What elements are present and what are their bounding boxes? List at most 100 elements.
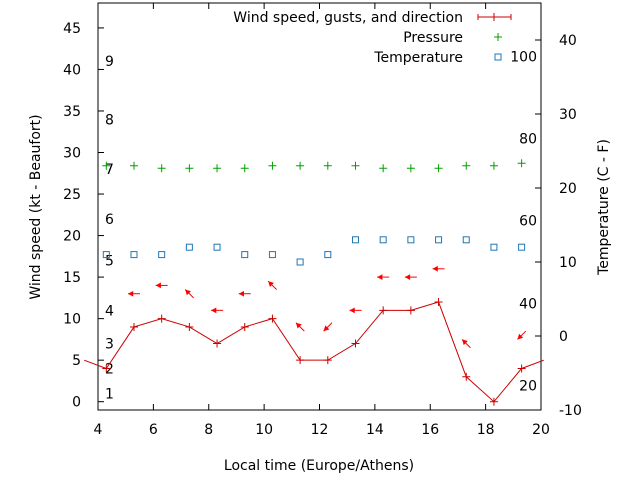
y-left-tick-label: 35 — [63, 104, 81, 120]
pressure-point — [517, 159, 526, 168]
y-left-tick-label: 30 — [63, 146, 81, 162]
temperature-point — [102, 251, 110, 259]
fahrenheit-tick-label: 60 — [519, 214, 537, 230]
beaufort-tick-label: 1 — [105, 386, 114, 402]
beaufort-tick-label: 3 — [105, 337, 114, 353]
wind-direction-arrow-head — [377, 274, 383, 280]
x-tick-label: 8 — [204, 422, 213, 438]
fahrenheit-tick-label: 40 — [519, 296, 537, 312]
wind-direction-arrow-head — [295, 322, 302, 329]
temperature-point — [213, 243, 221, 251]
temperature-point — [518, 243, 526, 251]
pressure-point — [240, 164, 249, 173]
y-right-tick-label: 10 — [559, 255, 577, 271]
series-layer — [83, 159, 544, 406]
wind-speed-point — [489, 397, 498, 406]
temperature-point — [351, 236, 359, 244]
x-tick-label: 6 — [149, 422, 158, 438]
x-tick-label: 16 — [421, 422, 439, 438]
beaufort-tick-label: 8 — [105, 112, 114, 128]
wind-direction-arrow-head — [517, 333, 524, 340]
wind-speed-point — [102, 364, 111, 373]
wind-direction-arrow-head — [404, 274, 411, 280]
fahrenheit-tick-label: 20 — [519, 379, 537, 395]
legend-marker — [494, 53, 502, 61]
axes-ticks: 4 6 8 10 12 14 16 18 20051015202530354045-100102… — [63, 3, 582, 438]
wind-speed-point — [406, 306, 415, 315]
x-tick-label: 20 — [532, 422, 550, 438]
beaufort-tick-label: 2 — [105, 361, 114, 377]
beaufort-tick-label: 9 — [105, 54, 114, 70]
temperature-point — [268, 251, 276, 259]
wind-direction-arrow-head — [462, 339, 468, 346]
pressure-point — [213, 164, 222, 173]
legend-label: Wind speed, gusts, and direction — [233, 10, 463, 26]
legend-marker — [477, 13, 512, 21]
wind-direction-arrow-head — [127, 290, 134, 297]
temperature-point — [296, 258, 304, 266]
pressure-point — [462, 161, 471, 170]
y-axis-label-left: Wind speed (kt - Beaufort) — [28, 114, 44, 299]
pressure-point — [102, 161, 111, 170]
wind-speed-point — [462, 372, 471, 381]
wind-direction-arrow-head — [432, 265, 438, 272]
wind-direction-arrow-head — [268, 281, 274, 287]
y-left-tick-label: 15 — [63, 270, 81, 286]
pressure-point — [434, 164, 443, 173]
x-tick-label: 12 — [311, 422, 329, 438]
temperature-point — [324, 251, 332, 259]
legend-label: Temperature — [373, 50, 463, 66]
pressure-point — [129, 161, 138, 170]
fahrenheit-tick-label: 100 — [510, 49, 537, 65]
x-tick-label: 14 — [366, 422, 384, 438]
y-right-tick-label: 0 — [559, 329, 568, 345]
beaufort-tick-label: 5 — [105, 253, 114, 269]
wind-direction-arrow-head — [155, 282, 161, 289]
y-right-tick-label: 40 — [559, 33, 577, 49]
y-right-tick-label: -10 — [559, 403, 582, 419]
wind-speed-point — [213, 339, 222, 348]
temperature-point — [462, 236, 470, 244]
pressure-point — [489, 161, 498, 170]
wind-speed-line — [83, 301, 544, 403]
pressure-point — [296, 161, 305, 170]
y-left-tick-label: 5 — [72, 353, 81, 369]
y-right-tick-label: 20 — [559, 181, 577, 197]
legend-marker — [494, 33, 502, 41]
y-left-tick-label: 45 — [63, 21, 81, 37]
pressure-point — [323, 161, 332, 170]
y-left-tick-label: 40 — [63, 62, 81, 78]
wind-speed-point — [296, 356, 305, 365]
wind-direction-arrow-head — [349, 307, 355, 314]
y-left-tick-label: 20 — [63, 229, 81, 245]
temperature-point — [241, 251, 249, 259]
wind-speed-point — [157, 314, 166, 323]
y-axis-label-right: Temperature (C - F) — [596, 139, 612, 276]
wind-speed-point — [268, 314, 277, 323]
pressure-point — [157, 164, 166, 173]
y-left-tick-label: 10 — [63, 312, 81, 328]
temperature-point — [130, 251, 138, 259]
pressure-point — [351, 161, 360, 170]
wind-speed-point — [379, 306, 388, 315]
beaufort-tick-label: 6 — [105, 212, 114, 228]
pressure-point — [185, 164, 194, 173]
y-left-tick-label: 0 — [72, 395, 81, 411]
x-tick-label: 18 — [477, 422, 495, 438]
plot-frame — [97, 2, 542, 411]
wind-speed-point — [351, 339, 360, 348]
temperature-point — [435, 236, 443, 244]
wind-speed-point — [517, 364, 526, 373]
x-tick-label: 4 — [94, 422, 103, 438]
fahrenheit-tick-label: 80 — [519, 131, 537, 147]
beaufort-tick-label: 4 — [105, 303, 114, 319]
x-tick-label: 10 — [255, 422, 273, 438]
beaufort-tick-label: 7 — [105, 162, 114, 178]
wind-direction-arrow-head — [238, 290, 245, 297]
wind-direction-arrow-head — [323, 325, 330, 332]
pressure-point — [268, 161, 277, 170]
temperature-point — [379, 236, 387, 244]
legend: Wind speed, gusts, and direction Pressure… — [233, 10, 512, 66]
wind-speed-point — [434, 298, 443, 307]
